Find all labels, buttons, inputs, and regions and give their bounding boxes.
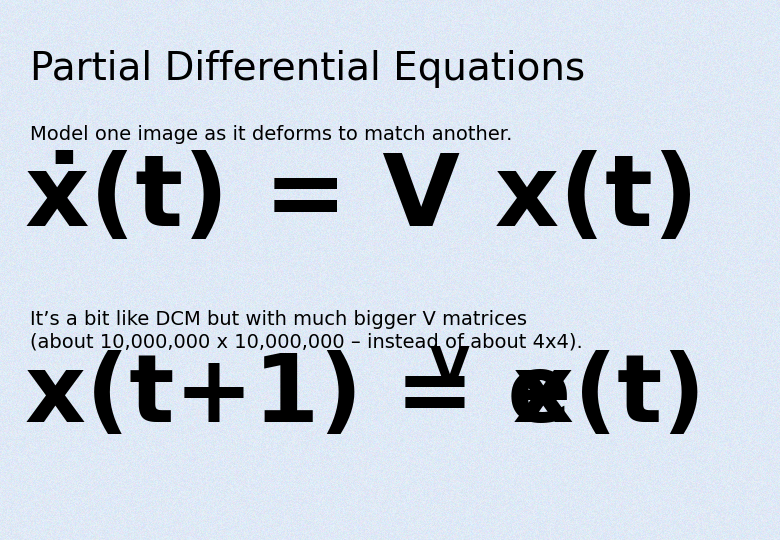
Text: It’s a bit like DCM but with much bigger V matrices: It’s a bit like DCM but with much bigger… — [30, 310, 527, 329]
Text: V: V — [430, 345, 470, 395]
Text: Model one image as it deforms to match another.: Model one image as it deforms to match a… — [30, 125, 512, 144]
Text: x(t): x(t) — [480, 350, 705, 442]
Text: ẋ(t) = V x(t): ẋ(t) = V x(t) — [25, 150, 699, 247]
Text: x(t+1) = e: x(t+1) = e — [25, 350, 572, 442]
Text: (about 10,000,000 x 10,000,000 – instead of about 4x4).: (about 10,000,000 x 10,000,000 – instead… — [30, 332, 583, 351]
Text: Partial Differential Equations: Partial Differential Equations — [30, 50, 585, 88]
